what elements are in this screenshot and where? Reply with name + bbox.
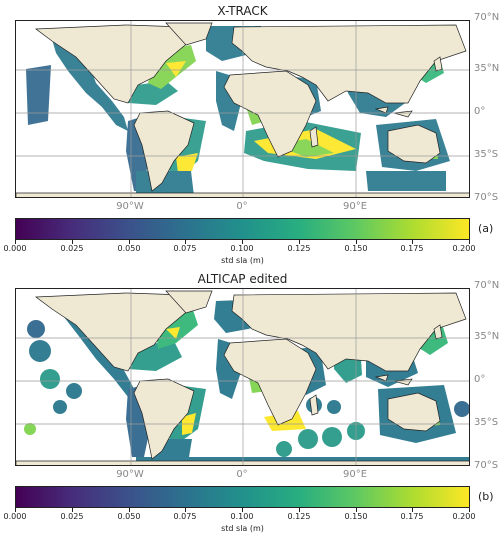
- cbar-tick: 0.125: [287, 512, 311, 521]
- land: [16, 22, 469, 197]
- panel-label-a: (a): [478, 222, 494, 235]
- colorbar: [15, 486, 470, 508]
- cbar-tick: 0.075: [173, 244, 197, 253]
- panel-label-b: (b): [478, 490, 494, 503]
- cbar-tick: 0.150: [344, 512, 368, 521]
- lat-label-70n: 70°N: [474, 12, 500, 23]
- lat-label-70s: 70°S: [474, 460, 499, 471]
- map-alticap: [15, 288, 470, 466]
- cbar-tick: 0.200: [452, 512, 476, 521]
- lon-label-0: 0°: [236, 201, 248, 212]
- cbar-tick: 0.000: [3, 244, 27, 253]
- cbar-tick: 0.175: [400, 244, 424, 253]
- cbar-tick: 0.025: [60, 512, 84, 521]
- map-title: ALTICAP edited: [197, 272, 288, 286]
- cbar-tick: 0.050: [117, 512, 141, 521]
- lat-label-70s: 70°S: [474, 192, 499, 203]
- cbar-tick: 0.150: [344, 244, 368, 253]
- lon-label-90e: 90°E: [342, 469, 368, 480]
- lat-label-0: 0°: [474, 106, 486, 117]
- map-xtrack: [15, 20, 470, 198]
- lat-label-0: 0°: [474, 374, 486, 385]
- cbar-tick: 0.175: [400, 512, 424, 521]
- graticule: [16, 289, 469, 465]
- cbar-tick: 0.050: [117, 244, 141, 253]
- graticule: [16, 21, 469, 197]
- cbar-tick: 0.100: [230, 244, 254, 253]
- colorbar: [15, 218, 470, 240]
- cbar-tick: 0.075: [173, 512, 197, 521]
- cbar-tick: 0.100: [230, 512, 254, 521]
- lon-label-0: 0°: [236, 469, 248, 480]
- colorbar-label: std sla (m): [221, 256, 264, 265]
- cbar-tick: 0.025: [60, 244, 84, 253]
- colorbar-label: std sla (m): [221, 524, 264, 533]
- lat-label-35s: 35°S: [474, 149, 499, 160]
- lon-label-90w: 90°W: [116, 469, 144, 480]
- cbar-tick: 0.125: [287, 244, 311, 253]
- lat-label-35n: 35°N: [474, 63, 500, 74]
- lat-label-35s: 35°S: [474, 417, 499, 428]
- lat-label-35n: 35°N: [474, 331, 500, 342]
- world-map: [16, 289, 469, 465]
- map-title: X-TRACK: [217, 4, 268, 18]
- lat-label-70n: 70°N: [474, 280, 500, 291]
- lon-label-90w: 90°W: [116, 201, 144, 212]
- lon-label-90e: 90°E: [342, 201, 368, 212]
- world-map: [16, 21, 469, 197]
- cbar-tick: 0.200: [452, 244, 476, 253]
- cbar-tick: 0.000: [3, 512, 27, 521]
